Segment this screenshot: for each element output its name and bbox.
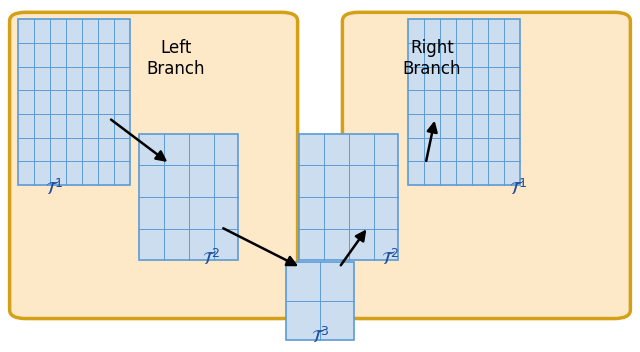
Text: $\mathcal{T}^1$: $\mathcal{T}^1$ [509, 179, 527, 199]
Bar [300, 134, 399, 260]
Bar [140, 134, 238, 260]
FancyBboxPatch shape [10, 12, 298, 319]
Text: $\mathcal{T}^1$: $\mathcal{T}^1$ [45, 179, 63, 199]
Bar [287, 262, 353, 340]
Text: Right
Branch: Right Branch [403, 39, 461, 77]
Bar [18, 19, 130, 185]
Text: $\mathcal{T}^2$: $\mathcal{T}^2$ [202, 249, 220, 269]
FancyBboxPatch shape [342, 12, 630, 319]
Text: $\mathcal{T}^3$: $\mathcal{T}^3$ [311, 327, 329, 347]
Bar [408, 19, 520, 185]
Text: $\mathcal{T}^2$: $\mathcal{T}^2$ [381, 249, 399, 269]
Text: Left
Branch: Left Branch [147, 39, 205, 77]
